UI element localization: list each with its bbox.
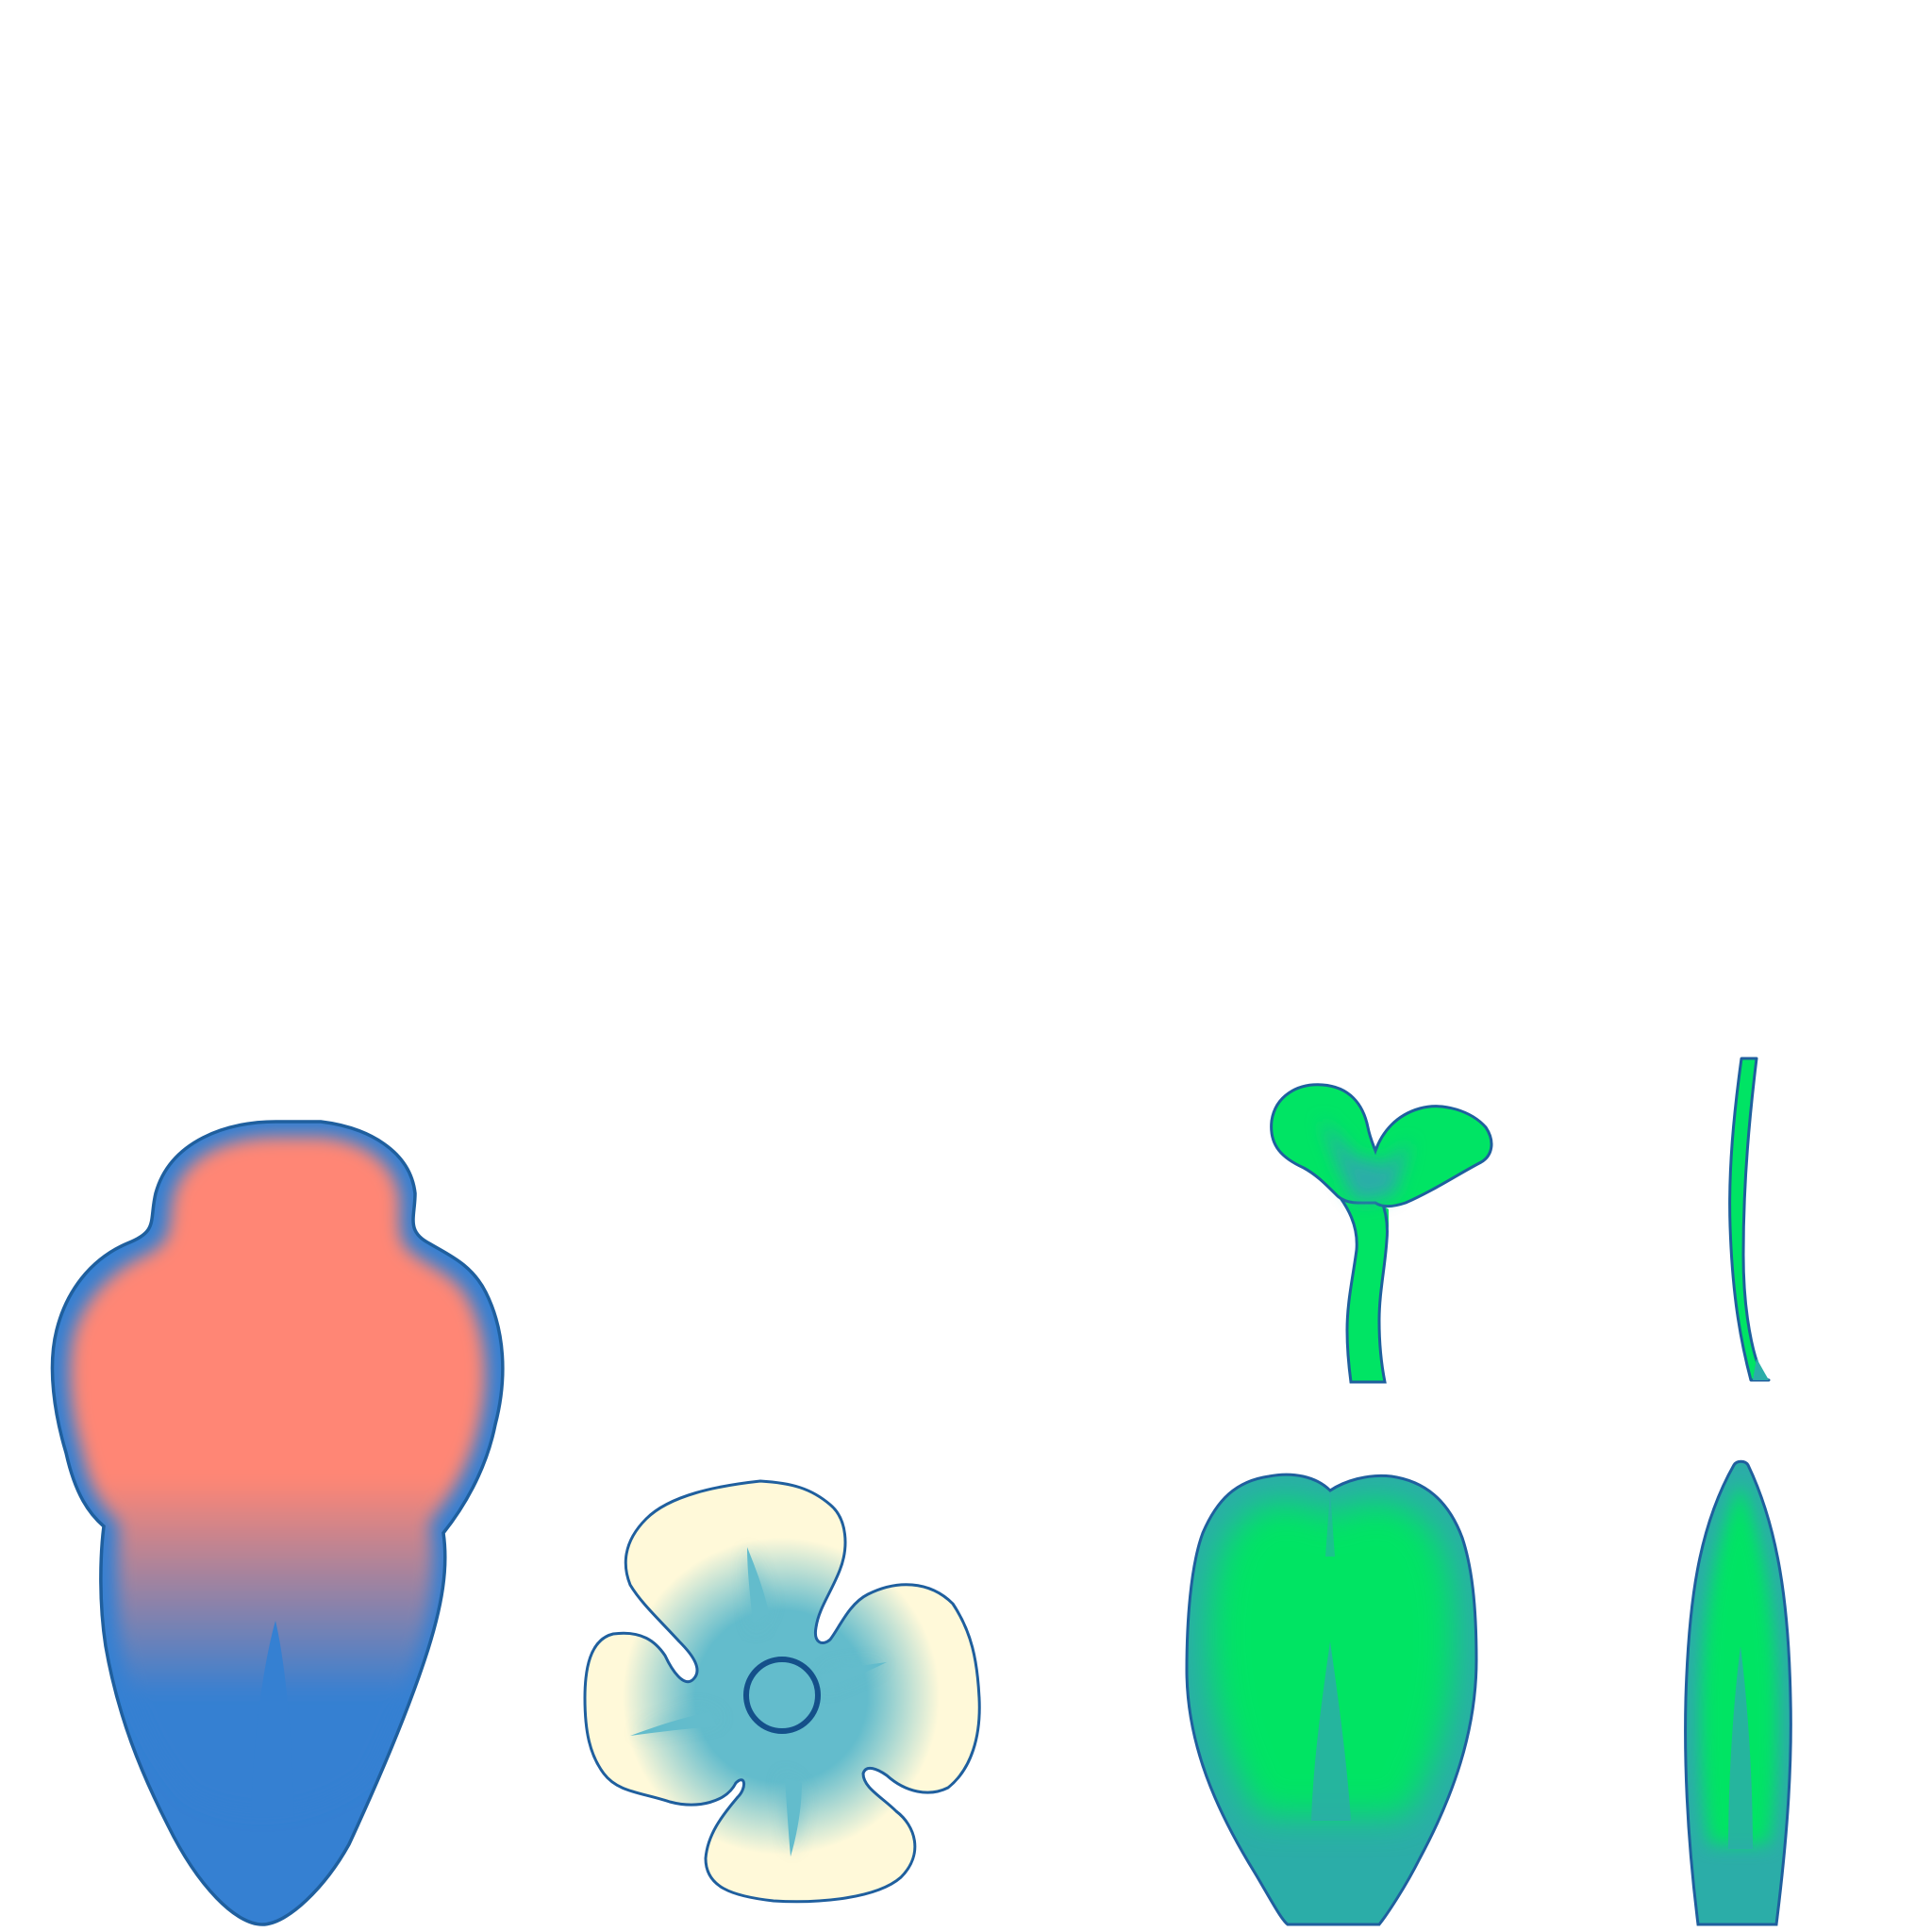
heart-leaf bbox=[1179, 1462, 1491, 1932]
grass-blade bbox=[1730, 1058, 1769, 1380]
sprout bbox=[1272, 1085, 1491, 1382]
salmon-petal bbox=[38, 1113, 528, 1932]
sprout-stem bbox=[1332, 1187, 1388, 1382]
cream-flower bbox=[566, 1472, 1000, 1915]
narrow-leaf bbox=[1679, 1457, 1802, 1932]
flower-center-ring bbox=[746, 1659, 818, 1731]
